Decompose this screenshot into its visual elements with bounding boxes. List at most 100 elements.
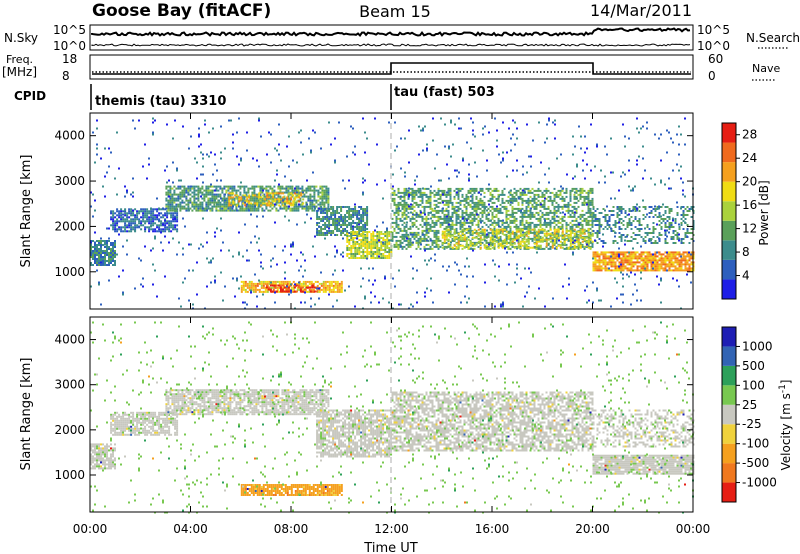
power-cell [150,220,153,223]
power-cell [395,225,398,228]
power-cell [642,261,645,264]
power-cell [495,236,498,239]
power-cell [547,205,550,208]
power-cell [577,240,580,243]
power-cell [213,205,216,208]
power-cell [272,288,275,291]
power-cell [453,209,456,212]
power-cell [108,252,110,254]
power-cell [479,217,482,220]
power-cell [261,191,264,194]
power-cell [171,209,174,212]
power-cell [318,288,321,291]
power-cell [585,244,588,247]
power-cell [445,238,448,241]
power-cell [126,218,129,221]
power-cell [517,201,520,204]
power-cell [90,256,92,258]
power-cell [549,237,552,240]
power-cell [189,197,192,200]
power-cell [507,225,510,228]
power-cell [368,241,371,243]
power-cell [447,215,450,218]
power-cell [233,209,236,212]
power-cell [197,193,200,196]
power-cell [451,227,454,230]
power-cell [585,221,588,224]
power-cell [262,202,265,205]
power-cell [537,193,540,196]
power-cell [148,220,151,223]
power-cell [553,209,556,212]
power-cell [391,193,394,196]
power-cell [354,210,357,212]
power-cell [531,246,534,249]
power-cell [181,191,184,194]
power-cell [515,225,518,228]
power-cell [598,238,601,240]
power-cell [364,231,367,233]
power-cell [352,233,355,235]
power-cell [237,209,240,212]
power-cell [529,215,532,218]
power-cell [515,230,518,233]
power-cell [525,247,528,250]
power-cell [292,204,295,207]
power-cell [499,219,502,222]
power-cell [656,242,659,244]
power-cell [592,220,595,222]
power-cell [463,219,466,222]
power-cell [638,261,641,264]
power-cell [265,185,268,188]
power-cell [293,189,296,192]
power-cell [112,212,115,215]
power-cell [183,201,186,204]
power-cell [493,209,496,212]
power-cell [449,187,452,190]
power-cell [376,253,379,255]
power-cell [640,228,643,230]
power-cell [461,193,464,196]
power-cell [322,286,325,289]
power-cell [439,215,442,218]
power-cell [154,230,157,233]
power-cell [541,236,544,239]
power-cell [259,197,262,200]
power-cell [429,225,432,228]
power-cell [106,254,108,256]
power-cell [154,222,157,225]
power-cell [166,212,169,215]
power-cell [405,233,408,236]
power-cell [620,208,623,210]
power-cell [140,216,143,219]
power-cell [429,205,432,208]
power-cell [443,217,446,220]
power-cell [128,224,131,227]
power-cell [515,199,518,202]
power-cell [306,284,309,287]
power-cell [114,240,116,242]
power-cell [407,241,410,244]
power-cell [401,235,404,238]
power-cell [170,230,173,233]
power-cell [330,216,333,218]
power-cell [360,243,363,245]
power-cell [92,250,94,252]
power-cell [167,201,170,204]
power-cell [253,209,256,212]
power-cell [507,247,510,250]
power-cell [587,238,590,241]
power-cell [203,197,206,200]
power-cell [395,207,398,210]
power-cell [547,195,550,198]
power-cell [96,250,98,252]
power-cell [169,195,172,198]
power-cell [676,259,679,262]
power-cell [237,201,240,204]
power-cell [459,238,462,241]
power-cell [154,216,157,219]
power-cell [666,216,669,218]
nsky-tick-bottom: 10^0 [53,39,86,53]
power-cell [372,247,375,249]
power-cell [547,221,550,224]
